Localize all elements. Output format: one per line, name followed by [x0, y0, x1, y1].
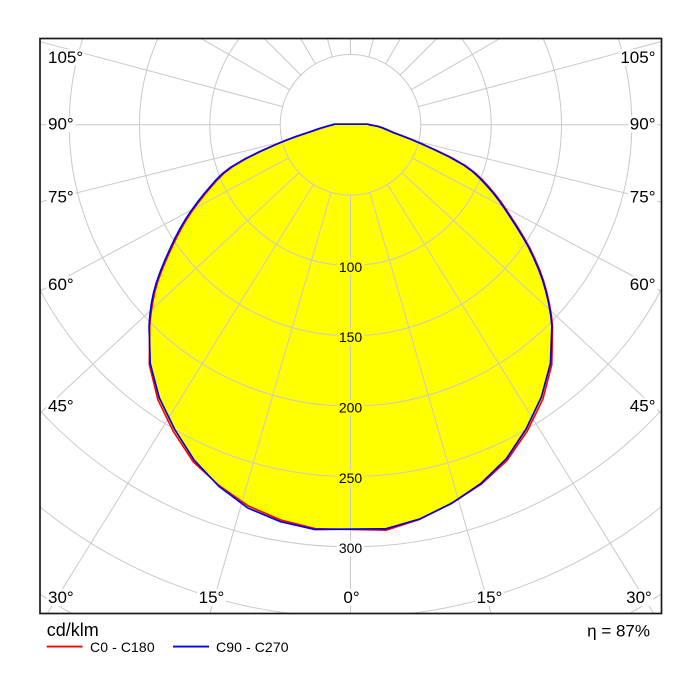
svg-text:200: 200 [339, 400, 363, 416]
svg-text:cd/klm: cd/klm [47, 620, 99, 640]
svg-text:150: 150 [339, 329, 363, 345]
svg-text:60°: 60° [48, 275, 74, 294]
svg-text:C0 - C180: C0 - C180 [90, 639, 155, 655]
svg-text:90°: 90° [48, 115, 74, 134]
svg-text:η = 87%: η = 87% [587, 622, 650, 641]
svg-text:60°: 60° [630, 275, 656, 294]
svg-text:45°: 45° [48, 397, 74, 416]
svg-text:15°: 15° [477, 588, 503, 607]
svg-text:300: 300 [339, 540, 363, 556]
svg-text:0°: 0° [343, 588, 359, 607]
svg-text:105°: 105° [48, 48, 83, 67]
svg-text:75°: 75° [630, 188, 656, 207]
svg-text:30°: 30° [626, 588, 652, 607]
svg-text:100: 100 [339, 259, 363, 275]
svg-text:C90 - C270: C90 - C270 [216, 639, 289, 655]
svg-text:15°: 15° [199, 588, 225, 607]
svg-text:75°: 75° [48, 188, 74, 207]
svg-text:45°: 45° [630, 397, 656, 416]
svg-text:105°: 105° [620, 48, 655, 67]
svg-text:250: 250 [339, 470, 363, 486]
svg-text:90°: 90° [630, 115, 656, 134]
svg-text:30°: 30° [48, 588, 74, 607]
